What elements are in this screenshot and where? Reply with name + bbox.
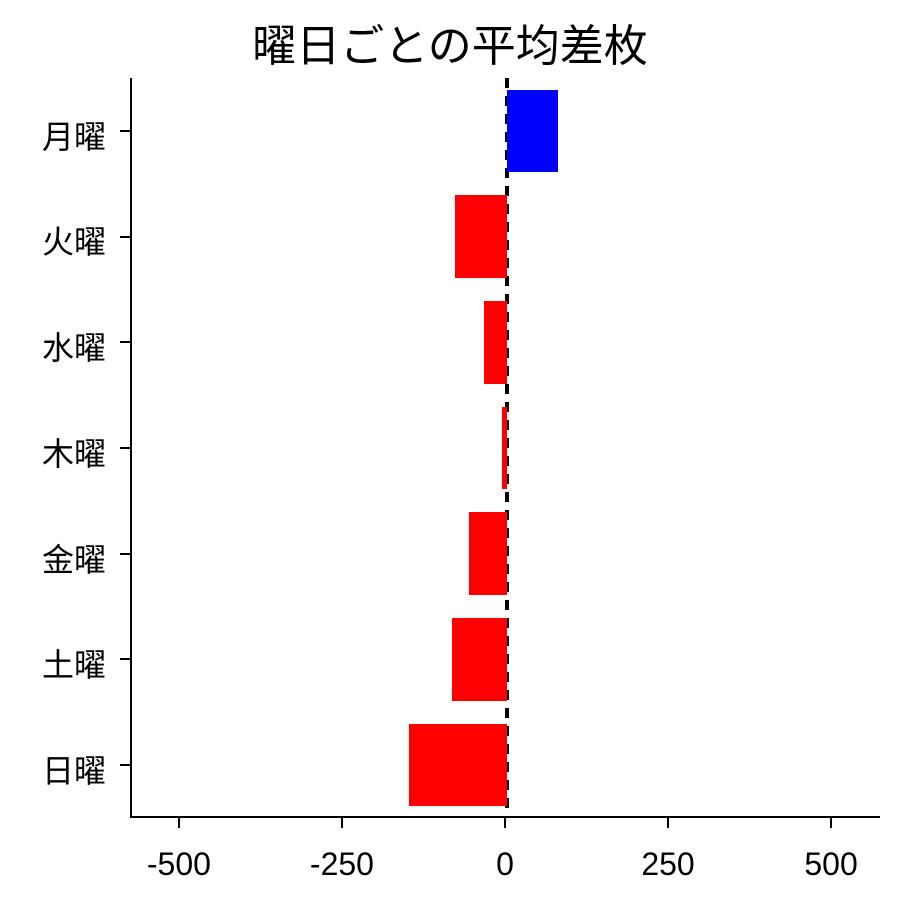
chart-root: 曜日ごとの平均差枚 月曜火曜水曜木曜金曜土曜日曜 -500 -250 0 250 500 (0, 0, 900, 900)
x-tick-mark (830, 818, 832, 828)
y-tick-mark (120, 658, 130, 660)
y-tick-mark (120, 553, 130, 555)
y-tick-label-日曜: 日曜 (42, 746, 106, 792)
plot-area (130, 78, 880, 818)
x-tick-mark (667, 818, 669, 828)
bar-水曜 (484, 301, 507, 383)
bar-金曜 (469, 512, 507, 594)
x-tick-label--500: -500 (119, 846, 239, 883)
x-tick-label-250: 250 (608, 846, 728, 883)
chart-title: 曜日ごとの平均差枚 (0, 10, 900, 74)
bar-木曜 (502, 407, 507, 489)
x-tick-label-500: 500 (771, 846, 891, 883)
y-tick-mark (120, 341, 130, 343)
x-tick-mark (341, 818, 343, 828)
x-tick-label-0: 0 (445, 846, 565, 883)
y-tick-label-木曜: 木曜 (42, 429, 106, 475)
bar-火曜 (455, 195, 507, 277)
bar-月曜 (507, 90, 558, 172)
y-tick-label-月曜: 月曜 (42, 112, 106, 158)
y-tick-mark (120, 236, 130, 238)
x-tick-mark (178, 818, 180, 828)
y-tick-label-水曜: 水曜 (42, 323, 106, 369)
y-tick-mark (120, 447, 130, 449)
y-tick-label-火曜: 火曜 (42, 217, 106, 263)
bar-土曜 (452, 618, 507, 700)
y-tick-label-土曜: 土曜 (42, 640, 106, 686)
y-tick-mark (120, 130, 130, 132)
y-tick-label-金曜: 金曜 (42, 535, 106, 581)
x-tick-label--250: -250 (282, 846, 402, 883)
y-tick-mark (120, 764, 130, 766)
x-tick-mark (504, 818, 506, 828)
bar-日曜 (409, 724, 507, 806)
